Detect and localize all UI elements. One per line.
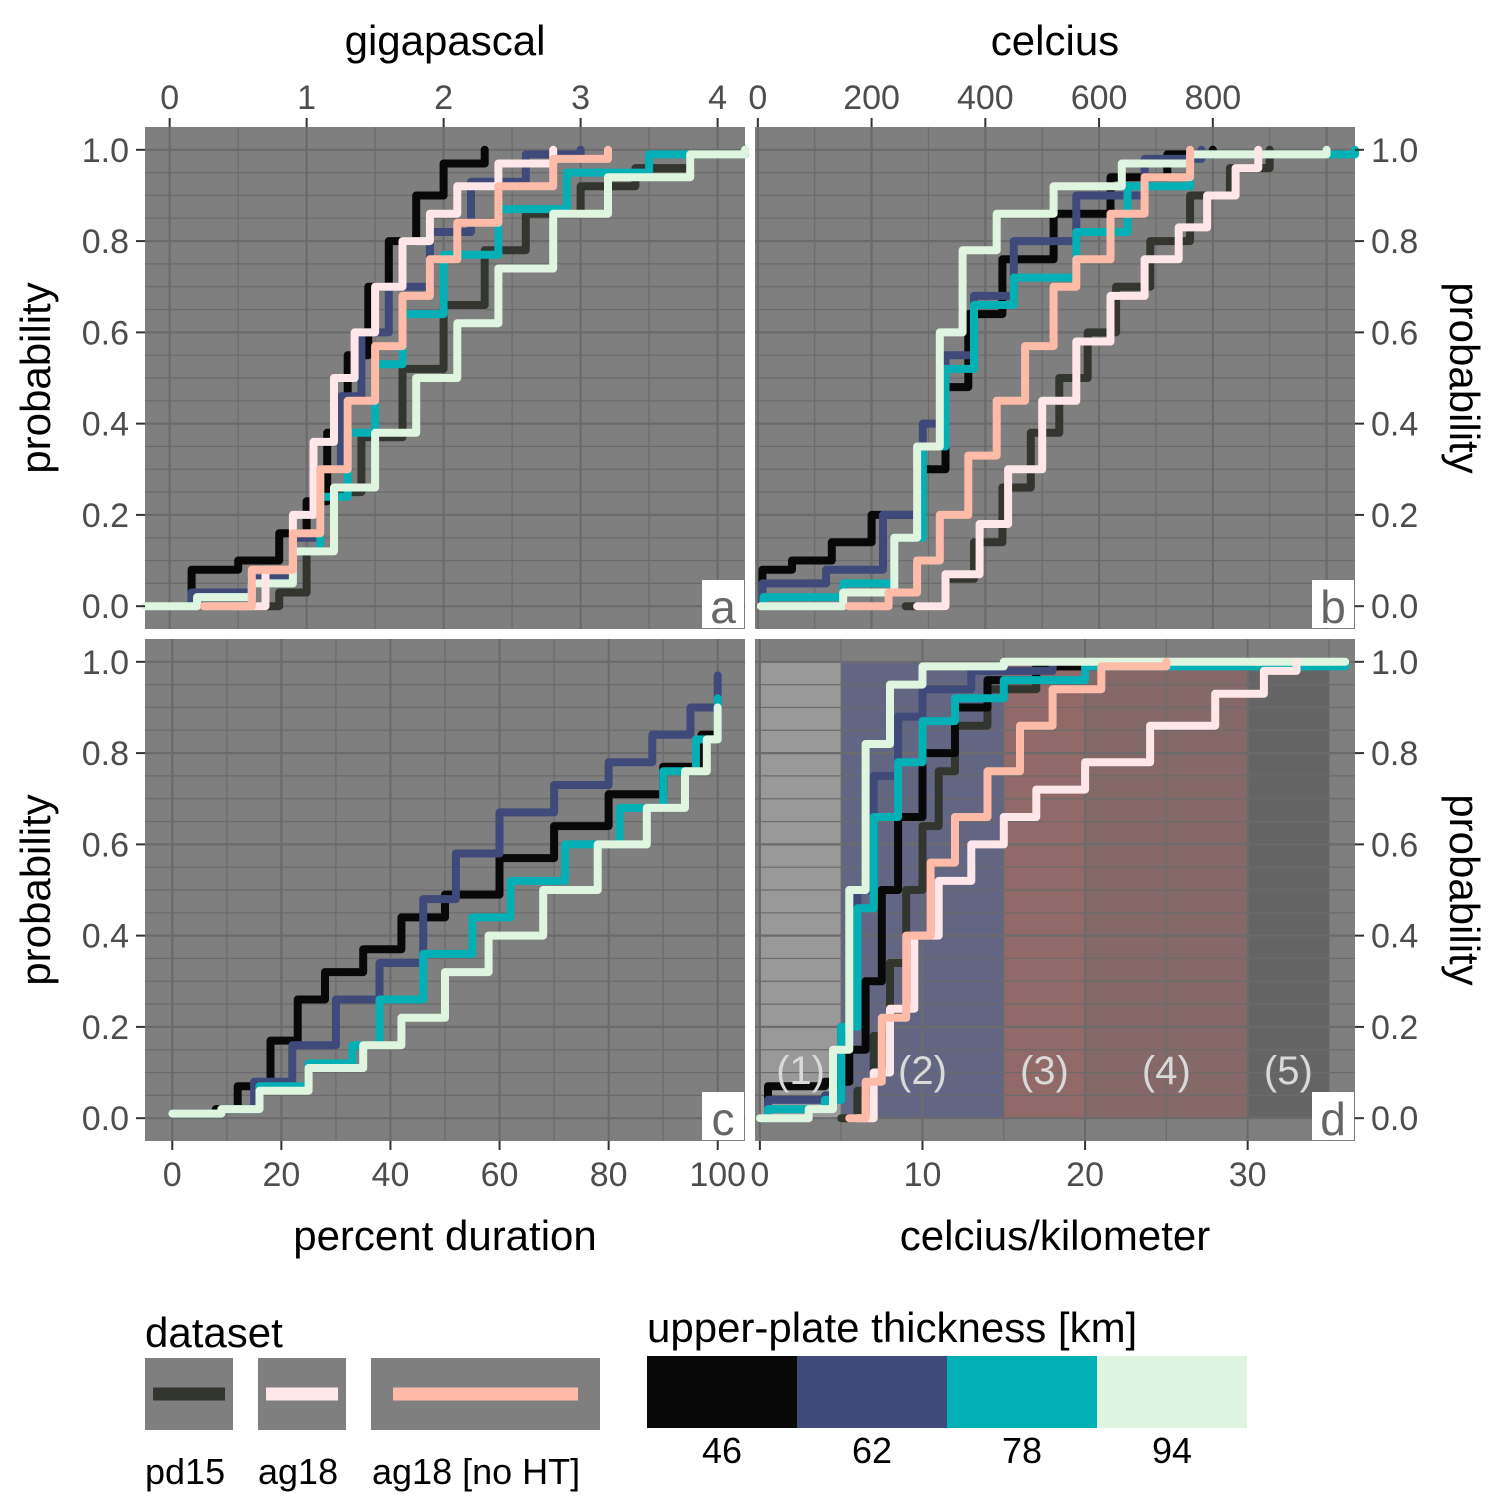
panel-c-label: c: [712, 1093, 735, 1145]
region-label-2: (2): [898, 1049, 947, 1093]
series-line-d-ag18-no-ht: [845, 657, 1171, 1123]
y-tick-label: 0.6: [1371, 826, 1418, 864]
panel-d-region-labels: (1) (2) (3) (4) (5): [776, 1049, 1313, 1093]
y-tick-label: 1.0: [1371, 132, 1418, 170]
y-tick-label: 0.2: [82, 497, 129, 535]
legend-label-ag18-no-ht: ag18 [no HT]: [372, 1451, 580, 1492]
legend-dataset-item-ag18-no-ht: ag18 [no HT]: [371, 1358, 600, 1492]
y-tick-label: 0.8: [82, 223, 129, 261]
legend-swatch-62: [797, 1356, 947, 1428]
y-tick-label: 0.6: [82, 314, 129, 352]
series-line-d-ag18-upper-plate-94-km: [755, 657, 1350, 1123]
x-tick-label: 0: [750, 1156, 769, 1194]
y-tick-label: 1.0: [82, 132, 129, 170]
x-tick-label: 20: [1066, 1156, 1104, 1194]
y-tick-label: 0.4: [1371, 918, 1418, 956]
panel-a-label-box: [702, 580, 744, 628]
x-tick-label: 800: [1184, 79, 1241, 117]
y-tick-label: 0.6: [1371, 314, 1418, 352]
panel-c-label-box: [702, 1092, 744, 1140]
legend-dataset-title: dataset: [145, 1309, 283, 1356]
y-tick-label: 0.4: [1371, 406, 1418, 444]
y-axis-title-b: probability: [1441, 282, 1488, 473]
x-tick-label: 30: [1229, 1156, 1267, 1194]
region-label-1: (1): [776, 1049, 825, 1093]
panel-b-label: b: [1320, 581, 1346, 633]
top-axis-title-gigapascal: gigapascal: [345, 17, 546, 64]
region-label-3: (3): [1020, 1049, 1069, 1093]
y-tick-label: 0.0: [1371, 1100, 1418, 1138]
x-tick-label: 4: [708, 79, 727, 117]
x-tick-label: 0: [163, 1156, 182, 1194]
y-tick-label: 0.0: [1371, 588, 1418, 626]
legend-swatch-78: [947, 1356, 1097, 1428]
axis-ticks: 0.0 0.2 0.4 0.6 0.8 1.0 0 1 2 3 4 0.0 0.2 0.4 0.6 0.8 1.…: [82, 79, 1419, 1194]
legend-swatch-46: [647, 1356, 797, 1428]
x-tick-label: 80: [590, 1156, 628, 1194]
y-tick-label: 0.2: [82, 1009, 129, 1047]
series-lines: [141, 145, 1359, 1123]
y-axis-title-a: probability: [12, 282, 59, 473]
series-line-b-ag18-no-ht: [844, 145, 1195, 611]
y-tick-label: 0.2: [1371, 497, 1418, 535]
x-tick-label: 1: [297, 79, 316, 117]
x-tick-label: 60: [481, 1156, 519, 1194]
bottom-axis-title-percent-duration: percent duration: [293, 1212, 597, 1259]
x-tick-label: 10: [904, 1156, 942, 1194]
panel-d-label-box: [1312, 1092, 1354, 1140]
series-line-b-ag18-upper-plate-62-km: [756, 145, 1206, 611]
bottom-axis-title-celcius-per-km: celcius/kilometer: [900, 1212, 1210, 1259]
y-tick-label: 0.8: [82, 735, 129, 773]
x-tick-label: 40: [372, 1156, 410, 1194]
x-tick-label: 200: [843, 79, 900, 117]
x-tick-label: 600: [1071, 79, 1128, 117]
top-axis-title-celcius: celcius: [991, 17, 1119, 64]
y-tick-label: 0.0: [82, 588, 129, 626]
series-line-d-ag18-whole-range-tick: [853, 657, 1301, 1123]
legend-label-ag18: ag18: [258, 1451, 338, 1492]
panel-a-label: a: [710, 581, 736, 633]
x-tick-label: 2: [434, 79, 453, 117]
x-tick-label: 0: [748, 79, 767, 117]
series-line-d-ag18-upper-plate-78-km: [755, 657, 1350, 1123]
legend-label-pd15: pd15: [145, 1451, 225, 1492]
x-tick-label: 20: [262, 1156, 300, 1194]
y-tick-label: 0.6: [82, 826, 129, 864]
legend-thickness-title: upper-plate thickness [km]: [647, 1304, 1137, 1351]
x-tick-label: 3: [571, 79, 590, 117]
series-line-b-ag18-upper-plate-94-km: [756, 145, 1331, 611]
y-tick-label: 0.0: [82, 1100, 129, 1138]
region-label-5: (5): [1264, 1049, 1313, 1093]
x-tick-label: 400: [957, 79, 1014, 117]
y-tick-label: 0.4: [82, 918, 129, 956]
legend-swatch-94: [1097, 1356, 1247, 1428]
y-tick-label: 1.0: [1371, 644, 1418, 682]
legend-dataset-item-ag18: ag18: [258, 1358, 346, 1492]
series-line-a-ag18-no-ht: [199, 145, 612, 611]
series-line-c-ag18-upper-plate-78-km: [168, 694, 722, 1118]
region-label-4: (4): [1142, 1049, 1191, 1093]
legend-label-94: 94: [1152, 1430, 1192, 1471]
x-tick-label: 0: [160, 79, 179, 117]
panel-b-label-box: [1312, 580, 1354, 628]
y-tick-label: 0.4: [82, 406, 129, 444]
panel-d-label: d: [1320, 1093, 1346, 1145]
series-line-b-ag18-whole-range-tick: [913, 145, 1263, 611]
y-tick-label: 0.8: [1371, 735, 1418, 773]
legend-dataset-item-pd15: pd15: [145, 1358, 233, 1492]
y-axis-title-d: probability: [1441, 794, 1488, 985]
legend-label-78: 78: [1002, 1430, 1042, 1471]
x-tick-label: 100: [689, 1156, 746, 1194]
y-axis-title-c: probability: [12, 794, 59, 985]
y-tick-label: 0.2: [1371, 1009, 1418, 1047]
series-line-c-ag18-upper-plate-62-km: [168, 671, 722, 1118]
legend-label-46: 46: [702, 1430, 742, 1471]
series-line-c-ag18-upper-plate-94-km: [168, 703, 722, 1118]
y-tick-label: 0.8: [1371, 223, 1418, 261]
legend-label-62: 62: [852, 1430, 892, 1471]
y-tick-label: 1.0: [82, 644, 129, 682]
